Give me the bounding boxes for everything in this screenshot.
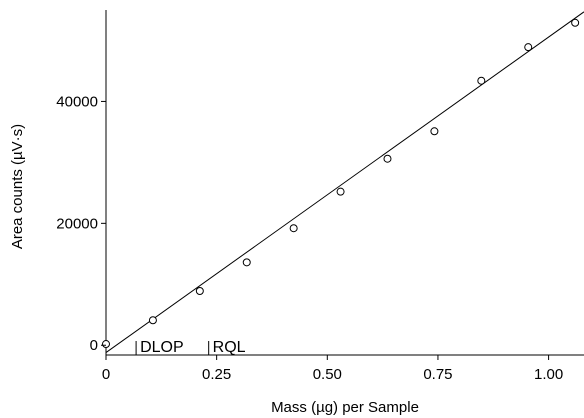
x-axis-title: Mass (µg) per Sample — [271, 399, 419, 416]
data-point — [289, 224, 298, 233]
y-tick-label: 40000 — [56, 93, 98, 110]
data-point — [336, 187, 345, 196]
y-tick-label: 20000 — [56, 215, 98, 232]
data-point — [148, 316, 157, 325]
fit-line — [105, 11, 584, 353]
fit-line-layer — [105, 11, 584, 353]
x-tick-label: 0.50 — [313, 366, 342, 383]
reference-marker-label: DLOP — [140, 339, 184, 356]
y-axis-title: Area counts (µV·s) — [9, 124, 26, 249]
x-tick-label: 0 — [102, 366, 110, 383]
y-tick-layer: 0 20000 40000 — [56, 93, 106, 354]
data-point — [571, 18, 580, 27]
y-tick-label: 0 — [90, 337, 98, 354]
data-point — [195, 286, 204, 295]
x-tick-layer: 0 0.25 0.50 0.75 1.00 — [102, 355, 563, 383]
x-tick-label: 0.25 — [202, 366, 231, 383]
data-point — [242, 258, 251, 267]
data-point — [102, 340, 110, 349]
data-point — [383, 154, 392, 163]
x-tick-label: 1.00 — [534, 366, 563, 383]
reference-marker-label: RQL — [213, 339, 246, 356]
data-point-layer — [102, 18, 580, 349]
data-point — [477, 76, 486, 85]
reference-marker-layer: DLOP RQL — [135, 339, 246, 356]
data-point — [524, 43, 533, 52]
data-point — [430, 127, 439, 136]
plot-area — [105, 10, 584, 356]
x-tick-label: 0.75 — [423, 366, 452, 383]
